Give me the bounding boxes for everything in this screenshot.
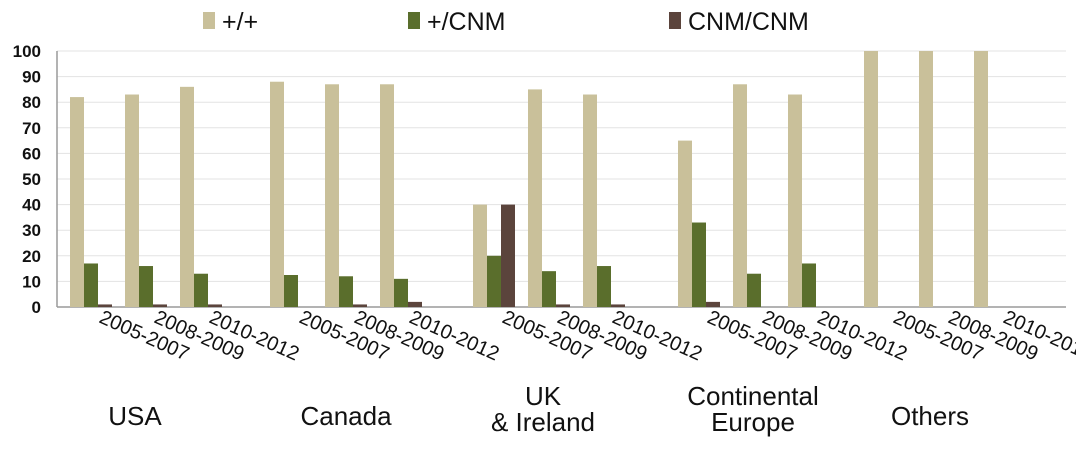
group-label: Canada — [300, 401, 392, 431]
bar-1-1-1 — [339, 276, 353, 307]
group-label: USA — [108, 401, 162, 431]
bar-3-0-2 — [706, 301, 720, 307]
bars — [70, 51, 988, 308]
legend-swatch-2 — [669, 12, 681, 29]
bar-0-1-1 — [139, 266, 153, 307]
bar-1-1-2 — [353, 304, 367, 307]
group-label-line: Continental — [687, 381, 819, 411]
bar-0-0-0 — [70, 97, 84, 307]
y-axis: 0 10 20 30 40 50 60 70 80 90 100 — [13, 42, 1066, 317]
bar-0-2-2 — [208, 304, 222, 307]
y-tick-label: 0 — [32, 298, 41, 317]
group-label-line: Others — [891, 401, 969, 431]
bar-2-2-2 — [611, 304, 625, 307]
group-label-line: & Ireland — [491, 407, 595, 437]
bar-0-0-1 — [84, 263, 98, 307]
bar-2-0-2 — [501, 204, 515, 307]
gridlines — [57, 50, 1066, 282]
bar-3-1-0 — [733, 84, 747, 307]
bar-1-1-0 — [325, 84, 339, 307]
bar-1-2-2 — [408, 301, 422, 307]
bar-3-0-0 — [678, 140, 692, 307]
group-label: Others — [891, 401, 969, 431]
bar-2-1-0 — [528, 89, 542, 308]
bar-3-2-0 — [788, 94, 802, 308]
legend-label-0: +/+ — [222, 8, 258, 36]
bar-3-1-1 — [747, 273, 761, 307]
bar-1-0-1 — [284, 275, 298, 307]
legend-swatch-1 — [408, 12, 420, 29]
group-label-line: Canada — [300, 401, 392, 431]
bar-4-0-0 — [864, 51, 878, 307]
group-label-line: Europe — [711, 407, 795, 437]
y-tick-label: 60 — [22, 144, 41, 163]
group-label-line: UK — [525, 381, 562, 411]
bar-4-2-0 — [974, 51, 988, 307]
y-tick-label: 100 — [13, 42, 41, 61]
bar-0-1-2 — [153, 304, 167, 307]
y-tick-label: 10 — [22, 272, 41, 291]
bar-4-1-0 — [919, 51, 933, 307]
legend-swatch-0 — [203, 12, 215, 29]
group-label: UK & Ireland — [491, 381, 595, 437]
bar-2-0-1 — [487, 255, 501, 307]
legend-label-2: CNM/CNM — [688, 8, 809, 36]
chart-legend: +/+ +/CNM CNM/CNM — [203, 8, 809, 36]
bar-2-2-0 — [583, 94, 597, 308]
group-label: Continental Europe — [687, 381, 819, 437]
bar-0-2-0 — [180, 86, 194, 307]
bar-1-2-1 — [394, 278, 408, 307]
legend-label-1: +/CNM — [427, 8, 505, 36]
y-tick-label: 40 — [22, 196, 41, 215]
bar-0-2-1 — [194, 273, 208, 307]
bar-2-1-1 — [542, 271, 556, 307]
bar-3-0-1 — [692, 222, 706, 307]
bar-2-0-0 — [473, 204, 487, 307]
bar-3-2-1 — [802, 263, 816, 307]
y-tick-label: 90 — [22, 68, 41, 87]
y-tick-label: 70 — [22, 119, 41, 138]
x-axis: 2005-20072008-20092010-2012USA2005-20072… — [96, 306, 1076, 437]
bar-1-0-0 — [270, 81, 284, 307]
bar-2-2-1 — [597, 266, 611, 307]
bar-0-0-2 — [98, 304, 112, 307]
group-label-line: USA — [108, 401, 162, 431]
y-tick-label: 20 — [22, 247, 41, 266]
bar-2-1-2 — [556, 304, 570, 307]
bar-1-2-0 — [380, 84, 394, 307]
y-tick-label: 30 — [22, 221, 41, 240]
y-tick-label: 80 — [22, 93, 41, 112]
y-tick-label: 50 — [22, 170, 41, 189]
bar-0-1-0 — [125, 94, 139, 308]
